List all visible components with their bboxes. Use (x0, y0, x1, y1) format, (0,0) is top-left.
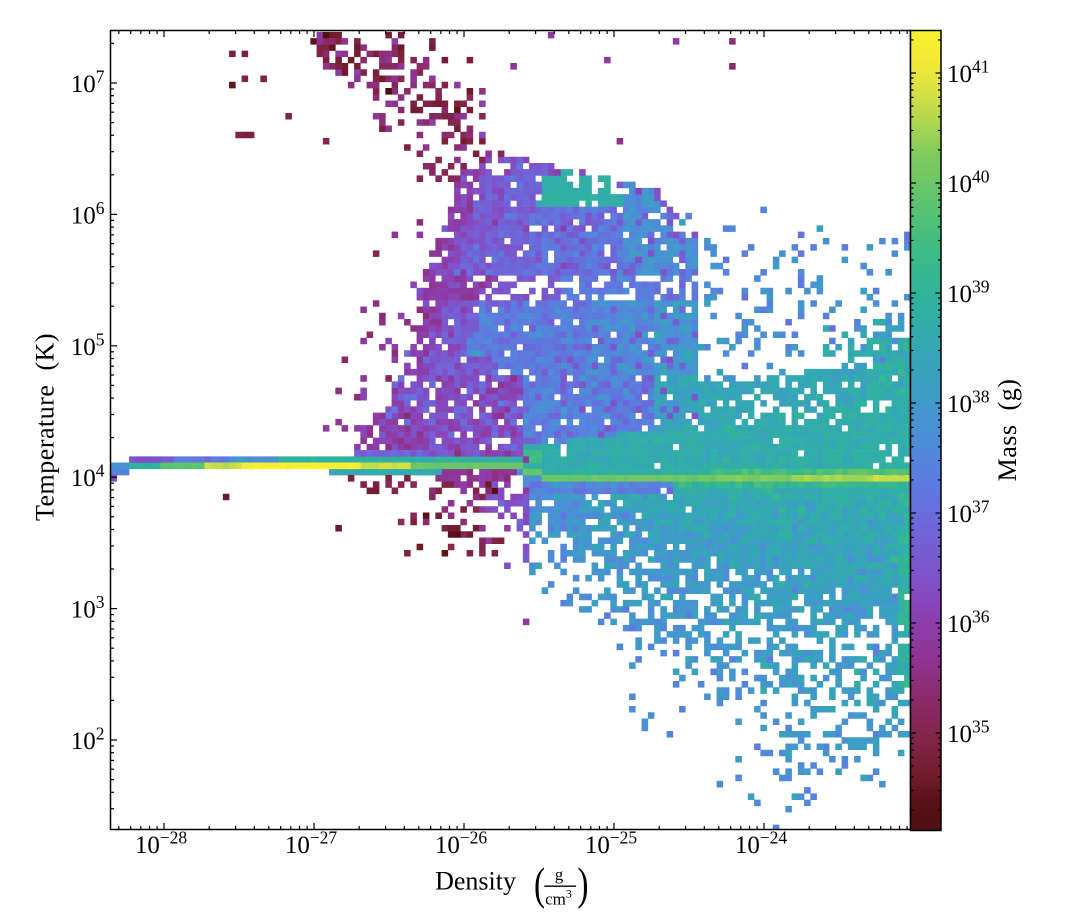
svg-text:103: 103 (71, 592, 105, 624)
svg-text:g: g (555, 865, 564, 884)
svg-text:Density: Density (435, 867, 516, 896)
svg-text:): ) (578, 858, 589, 910)
svg-text:1035: 1035 (947, 717, 990, 749)
svg-text:Temperature (K): Temperature (K) (31, 333, 60, 521)
svg-text:105: 105 (71, 329, 105, 361)
svg-text:Mass (g): Mass (g) (993, 379, 1022, 482)
svg-text:cm3: cm3 (545, 886, 572, 908)
svg-text:(: ( (534, 858, 545, 910)
